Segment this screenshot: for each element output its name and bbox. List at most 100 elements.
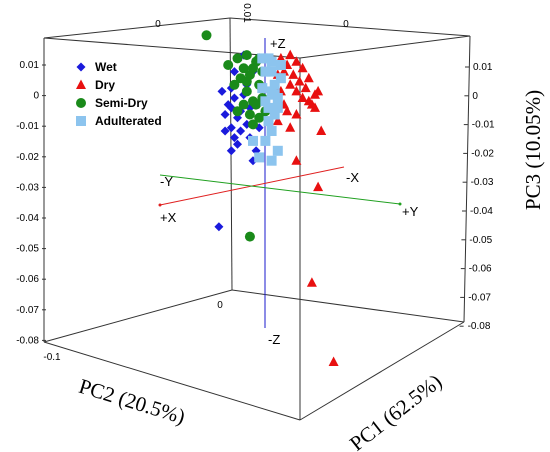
top-tick-label: 0.01 xyxy=(241,3,252,23)
point-adulterated xyxy=(275,73,286,84)
point-adulterated xyxy=(272,102,283,113)
right-tick-label: -0.07 xyxy=(468,292,491,303)
point-dry xyxy=(291,109,302,119)
frame-edge xyxy=(43,289,233,343)
legend-wet-entry: Wet xyxy=(76,60,117,74)
legend-wet-label: Wet xyxy=(95,60,117,74)
minus-x-label: -X xyxy=(346,170,359,185)
legend-semi-dry-marker xyxy=(76,98,86,108)
right-tick-label: -0.06 xyxy=(469,264,492,275)
point-adulterated xyxy=(248,135,258,146)
plus-y-label: +Y xyxy=(402,204,419,219)
minus-z-label: -Z xyxy=(268,332,280,347)
point-semi-dry xyxy=(254,112,265,123)
top-tick-label: 0 xyxy=(155,17,161,28)
point-dry xyxy=(310,102,320,112)
point-semi-dry xyxy=(248,119,258,130)
point-adulterated xyxy=(269,109,280,120)
point-semi-dry xyxy=(251,99,262,110)
pc1-axis-title: PC1 (62.5%) xyxy=(345,369,446,452)
right-tick-label: 0 xyxy=(472,91,478,102)
frame-edge xyxy=(43,17,231,39)
point-dry xyxy=(291,85,302,96)
legend-dry-label: Dry xyxy=(95,78,115,92)
legend-semi-dry-label: Semi-Dry xyxy=(95,96,148,110)
plus-x-label: +X xyxy=(160,210,177,225)
point-semi-dry xyxy=(248,63,258,74)
point-semi-dry xyxy=(232,53,243,64)
point-semi-dry xyxy=(241,50,252,61)
left-tick-label: -0.04 xyxy=(16,213,39,224)
y-axis-end-dot xyxy=(398,202,402,206)
y-axis-line xyxy=(159,174,401,205)
point-wet xyxy=(233,139,242,149)
point-dry xyxy=(313,181,324,192)
left-tick-label: -0.08 xyxy=(16,335,39,346)
legend: Wet Dry Semi-Dry Adulterated xyxy=(76,60,162,128)
point-dry xyxy=(291,56,302,66)
right-tick-label: -0.04 xyxy=(470,206,493,217)
legend-adulterated-marker xyxy=(76,116,86,126)
top-ticks: 0 0.01 0 xyxy=(155,3,349,28)
frame-edge xyxy=(229,17,471,37)
point-dry xyxy=(313,85,324,96)
point-wet xyxy=(236,126,246,136)
point-wet xyxy=(223,100,233,110)
point-adulterated xyxy=(260,135,271,146)
left-tick-label: -0.06 xyxy=(16,274,39,285)
pc2-axis-title: PC2 (20.5%) xyxy=(76,374,188,429)
right-tick-label: -0.02 xyxy=(471,148,494,159)
point-dry xyxy=(328,356,339,366)
point-dry xyxy=(291,155,302,165)
point-adulterated xyxy=(269,79,280,90)
point-dry xyxy=(297,92,308,102)
legend-wet-marker xyxy=(76,62,86,72)
point-semi-dry xyxy=(244,231,255,242)
left-tick-label: 0.01 xyxy=(20,60,40,71)
frame-edge xyxy=(43,341,301,421)
left-tick-label: -0.07 xyxy=(16,305,39,316)
bottom-tick-label: -0.1 xyxy=(43,352,61,363)
point-semi-dry xyxy=(201,30,212,41)
point-dry xyxy=(285,79,296,89)
point-dry xyxy=(288,69,299,79)
left-tick-label: -0.02 xyxy=(16,152,39,163)
point-dry xyxy=(303,72,314,83)
right-tick-label: -0.05 xyxy=(469,235,492,246)
point-adulterated xyxy=(257,53,268,64)
point-wet xyxy=(220,126,230,136)
pc3-axis-title: PC3 (10.05%) xyxy=(521,90,545,210)
point-dry xyxy=(316,125,327,135)
point-dry xyxy=(282,105,293,116)
point-dry xyxy=(294,76,305,86)
bottom-left-ticks: -0.1 0 xyxy=(43,300,223,363)
x-axis-end-dot xyxy=(158,203,162,207)
point-adulterated xyxy=(266,155,277,166)
point-dry xyxy=(306,277,317,287)
frame-edge xyxy=(463,35,471,323)
left-tick-label: 0 xyxy=(33,91,39,102)
point-semi-dry xyxy=(223,60,234,70)
point-adulterated xyxy=(266,126,277,136)
right-tick-label: -0.08 xyxy=(468,321,491,332)
point-semi-dry xyxy=(232,106,243,117)
point-wet xyxy=(220,110,230,119)
point-semi-dry xyxy=(244,109,255,120)
point-adulterated xyxy=(275,60,286,70)
left-axis-ticks: 0.01 0 -0.01 -0.02 -0.03 -0.04 -0.05 -0.06 -0.07… xyxy=(16,60,46,346)
point-wet xyxy=(226,146,236,156)
point-dry xyxy=(285,122,296,132)
point-adulterated xyxy=(266,66,277,77)
point-semi-dry xyxy=(229,79,240,90)
point-dry xyxy=(285,49,296,60)
data-points xyxy=(201,30,339,366)
point-adulterated xyxy=(263,116,274,127)
point-wet xyxy=(229,93,239,103)
frame-edge xyxy=(299,321,465,421)
top-tick-label: 0 xyxy=(343,17,349,28)
point-semi-dry xyxy=(238,99,249,110)
legend-adulterated-entry: Adulterated xyxy=(76,114,162,128)
right-tick-label: 0.01 xyxy=(473,62,493,73)
